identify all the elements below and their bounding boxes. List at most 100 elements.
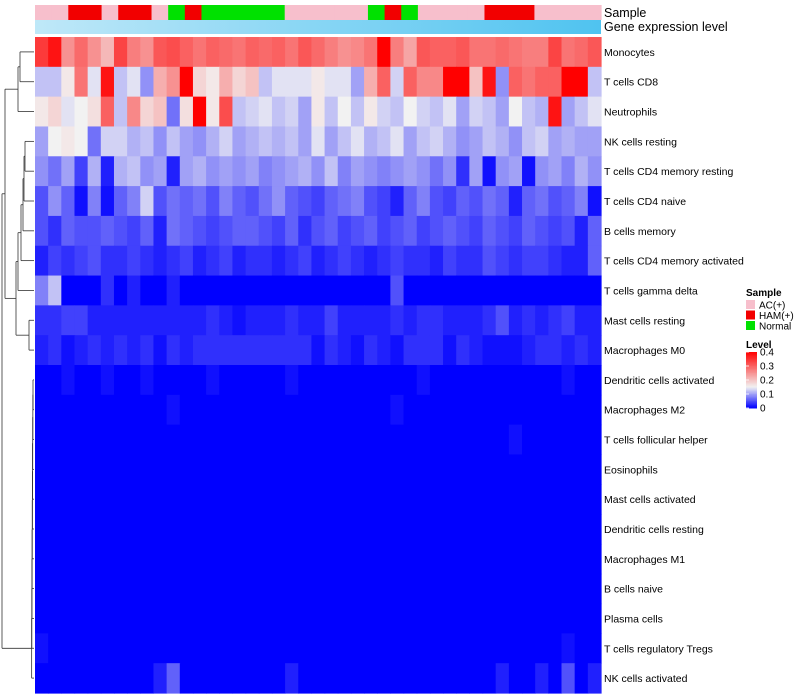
heatmap-cell [443, 454, 457, 485]
heatmap-cell [87, 514, 102, 545]
row-label: B cells naive [604, 584, 663, 596]
heatmap-cell [285, 66, 299, 98]
heatmap-cell [140, 603, 155, 634]
heatmap-cell [113, 335, 128, 366]
heatmap-cell [192, 335, 207, 366]
heatmap-cell [140, 514, 155, 545]
heatmap-cell [179, 37, 194, 68]
heatmap-cell [364, 663, 378, 694]
heatmap-cell [179, 66, 194, 98]
sample-annotation-cell [234, 5, 253, 20]
heatmap-cell [258, 37, 273, 68]
heatmap-cell [548, 365, 563, 396]
heatmap-cell [192, 66, 207, 98]
heatmap-cell [377, 394, 391, 426]
heatmap-cell [495, 275, 510, 306]
heatmap-cell [206, 215, 220, 247]
heatmap-cell [35, 186, 49, 217]
heatmap-cell [429, 394, 444, 426]
heatmap-cell [390, 454, 405, 485]
heatmap-cell [469, 156, 484, 187]
heatmap-cell [495, 543, 510, 575]
heatmap-cell [587, 275, 602, 306]
heatmap-cell [48, 126, 62, 157]
heatmap-cell [179, 573, 194, 605]
heatmap-cell [429, 126, 444, 157]
heatmap-cell [482, 454, 497, 485]
heatmap-cell [192, 37, 207, 68]
heatmap-cell [298, 454, 313, 485]
heatmap-cell [245, 335, 260, 366]
heatmap-cell [298, 215, 313, 247]
heatmap-cell [258, 96, 273, 128]
row-label: Eosinophils [604, 464, 658, 476]
legend-entry-label: Normal [759, 322, 791, 333]
legend-colorbar-step [746, 374, 757, 377]
heatmap-cell [192, 156, 207, 187]
heatmap-cell [258, 454, 273, 485]
heatmap-cell [495, 663, 510, 694]
heatmap-cell [390, 275, 405, 306]
heatmap-cell [258, 335, 273, 366]
heatmap-cell [311, 275, 326, 306]
heatmap-cell [100, 186, 115, 217]
legend-colorbar-step [746, 364, 757, 367]
heatmap-cell [258, 275, 273, 306]
row-label: Monocytes [604, 47, 655, 59]
heatmap-cell [535, 365, 549, 396]
heatmap-cell [127, 603, 141, 634]
heatmap-cell [574, 66, 589, 98]
heatmap-cell [192, 365, 207, 396]
heatmap-cell [258, 603, 273, 634]
heatmap-cell [324, 573, 339, 605]
heatmap-cell [48, 186, 62, 217]
heatmap-cell [206, 394, 220, 426]
heatmap-cell [311, 365, 326, 396]
heatmap-cell [508, 424, 523, 456]
heatmap-cell [271, 335, 286, 366]
heatmap-cell [179, 514, 194, 545]
heatmap-cell [61, 335, 76, 366]
heatmap-cell [100, 603, 115, 634]
heatmap-cell [245, 66, 260, 98]
heatmap-cell [311, 305, 326, 336]
heatmap-cell [429, 633, 444, 664]
heatmap-cell [561, 37, 576, 68]
heatmap-cell [535, 215, 549, 247]
heatmap-cell [469, 454, 484, 485]
heatmap-cell [219, 37, 234, 68]
heatmap-cell [535, 245, 549, 277]
heatmap-cell [587, 305, 602, 336]
row-labels: Monocytes T cells CD8 Neutrophils NK cells … [604, 47, 744, 685]
heatmap-cell [535, 514, 549, 545]
heatmap-cell [87, 603, 102, 634]
heatmap-cell [219, 394, 234, 426]
heatmap-cell [535, 663, 549, 694]
heatmap-cell [179, 454, 194, 485]
heatmap-cell [258, 573, 273, 605]
heatmap-cell [219, 156, 234, 187]
heatmap-cell [192, 394, 207, 426]
heatmap-cell [271, 514, 286, 545]
heatmap-cell [574, 275, 589, 306]
row-label: Dendritic cells resting [604, 524, 704, 536]
heatmap-cell [245, 543, 260, 575]
heatmap-cell [508, 305, 523, 336]
heatmap-cell [337, 156, 352, 187]
heatmap-cell [127, 126, 141, 157]
heatmap-cell [535, 424, 549, 456]
heatmap-cell [561, 96, 576, 128]
sample-annotation-cell [551, 5, 569, 20]
legend-colorbar-step [746, 368, 757, 371]
heatmap-cell [469, 663, 484, 694]
heatmap-cell [232, 215, 247, 247]
heatmap-cell [298, 633, 313, 664]
heatmap-cell [192, 514, 207, 545]
legend-level-label: 0 [760, 404, 766, 415]
row-label: Mast cells resting [604, 315, 685, 327]
heatmap-cell [377, 603, 391, 634]
heatmap-cell [377, 424, 391, 456]
heatmap-cell [429, 245, 444, 277]
